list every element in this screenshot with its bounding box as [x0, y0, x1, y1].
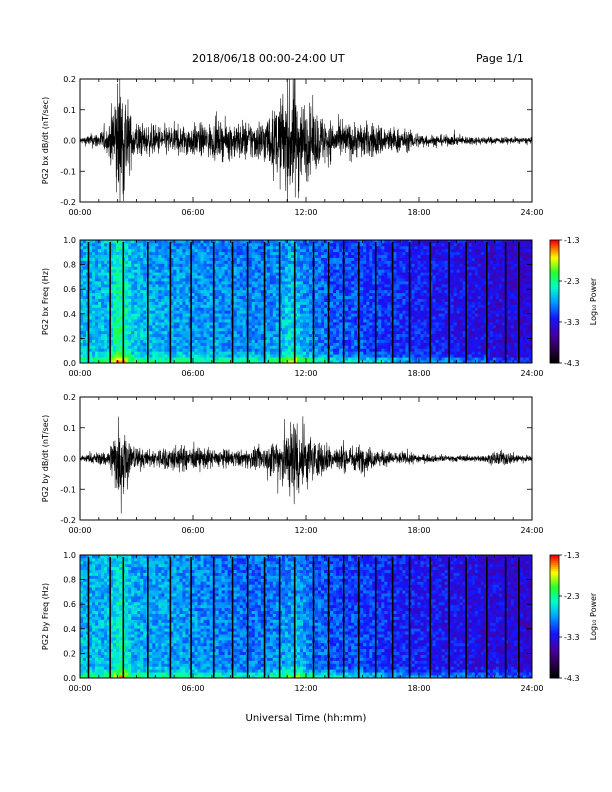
colorbar-tick-label: -2.3	[564, 277, 580, 286]
colorbar-tick-label: -4.3	[564, 674, 580, 683]
colorbar-tick-label: -4.3	[564, 359, 580, 368]
y-tick-label: 0.0	[63, 674, 76, 683]
colorbar-label: Log₁₀ Power	[589, 592, 598, 640]
colorbar-label: Log₁₀ Power	[589, 277, 598, 325]
y-tick-label: 0.1	[63, 106, 76, 115]
x-tick-label: 00:00	[68, 684, 91, 693]
colorbar-tick-label: -3.3	[564, 633, 580, 642]
y-tick-label: 0.0	[63, 359, 76, 368]
colorbar-tick-label: -1.3	[564, 236, 580, 245]
x-tick-label: 06:00	[181, 208, 204, 217]
x-tick-label: 24:00	[520, 208, 543, 217]
x-tick-label: 12:00	[294, 684, 317, 693]
page-number: Page 1/1	[476, 52, 524, 65]
y-tick-label: 1.0	[63, 551, 76, 560]
y-tick-label: 0.4	[63, 625, 76, 634]
y-tick-label: -0.2	[60, 198, 76, 207]
y-tick-label: 0.2	[63, 393, 76, 402]
x-tick-label: 12:00	[294, 526, 317, 535]
y-tick-label: 0.8	[63, 576, 76, 585]
y-tick-label: 0.2	[63, 75, 76, 84]
x-tick-label: 00:00	[68, 526, 91, 535]
y-tick-label: 0.2	[63, 334, 76, 343]
y-tick-label: 0.0	[63, 137, 76, 146]
colorbar-tick-label: -1.3	[564, 551, 580, 560]
y-tick-label: 1.0	[63, 236, 76, 245]
x-tick-label: 18:00	[407, 369, 430, 378]
x-tick-label: 00:00	[68, 369, 91, 378]
waveform-series	[79, 416, 533, 514]
y-tick-label: 0.0	[63, 455, 76, 464]
x-tick-label: 24:00	[520, 526, 543, 535]
waveform-series	[79, 78, 533, 203]
x-tick-label: 18:00	[407, 208, 430, 217]
colorbar	[550, 555, 559, 679]
colorbar-tick-label: -2.3	[564, 592, 580, 601]
colorbar-frame	[549, 554, 560, 679]
x-tick-label: 06:00	[181, 369, 204, 378]
y-axis-label: PG2 by dB/dt (nT/sec)	[41, 415, 50, 502]
y-tick-label: 0.6	[63, 285, 76, 294]
x-tick-label: 06:00	[181, 526, 204, 535]
y-tick-label: -0.2	[60, 516, 76, 525]
spectrogram-cells	[80, 555, 533, 679]
x-tick-label: 12:00	[294, 208, 317, 217]
x-tick-label: 24:00	[520, 684, 543, 693]
y-tick-label: 0.1	[63, 424, 76, 433]
colorbar-frame	[549, 239, 560, 364]
x-tick-label: 24:00	[520, 369, 543, 378]
y-tick-label: -0.1	[60, 485, 76, 494]
page-title: 2018/06/18 00:00-24:00 UT	[192, 52, 345, 65]
x-tick-label: 06:00	[181, 684, 204, 693]
y-axis-label: PG2 bx dB/dt (nT/sec)	[41, 97, 50, 184]
x-axis-title: Universal Time (hh:mm)	[246, 713, 367, 724]
colorbar-tick-label: -3.3	[564, 318, 580, 327]
y-axis-label: PG2 by Freq (Hz)	[41, 583, 50, 650]
x-tick-label: 12:00	[294, 369, 317, 378]
y-tick-label: 0.4	[63, 310, 76, 319]
colorbar	[550, 240, 559, 364]
x-tick-label: 00:00	[68, 208, 91, 217]
y-tick-label: -0.1	[60, 167, 76, 176]
x-tick-label: 18:00	[407, 526, 430, 535]
y-tick-label: 0.6	[63, 600, 76, 609]
y-tick-label: 0.8	[63, 261, 76, 270]
y-axis-label: PG2 bx Freq (Hz)	[41, 268, 50, 335]
y-tick-label: 0.2	[63, 649, 76, 658]
x-tick-label: 18:00	[407, 684, 430, 693]
